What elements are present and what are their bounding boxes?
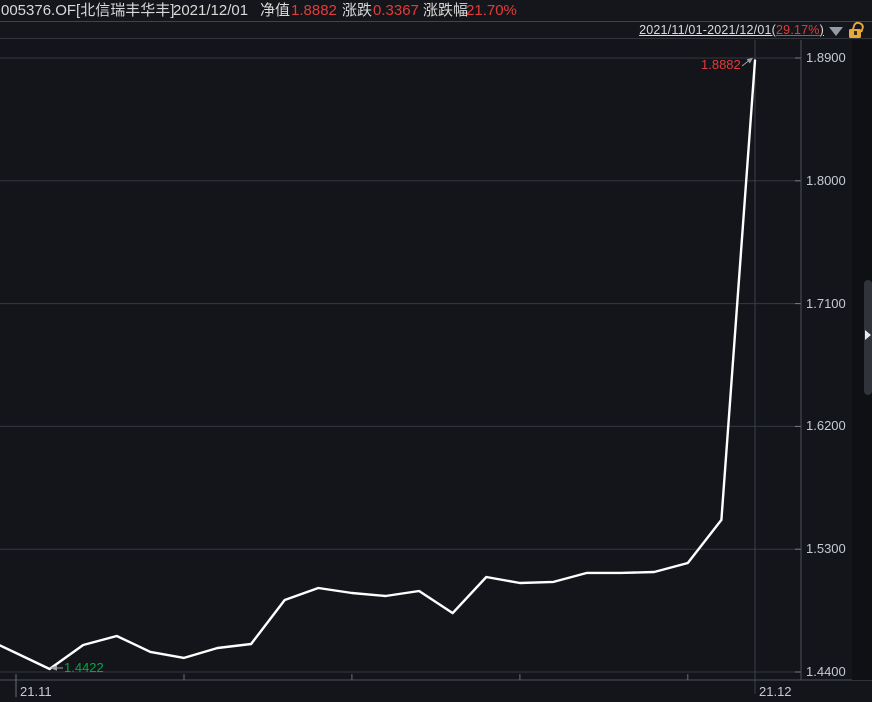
y-tick-label: 1.4400 bbox=[806, 664, 846, 679]
y-tick-label: 1.8000 bbox=[806, 173, 846, 188]
y-tick-label: 1.7100 bbox=[806, 296, 846, 311]
right-side-rail bbox=[852, 40, 872, 680]
date-range-close-paren: ) bbox=[819, 23, 824, 37]
date-range-bar: 2021/11/01-2021/12/01(29.17%) bbox=[0, 20, 872, 39]
date-range-return: 29.17% bbox=[776, 23, 820, 37]
nav-value: 1.8882 bbox=[291, 2, 337, 19]
x-tick-label-month-start: 21.11 bbox=[20, 684, 52, 699]
low-value-annotation: 1.4422 bbox=[64, 660, 104, 675]
peak-value-annotation: 1.8882 bbox=[701, 57, 741, 72]
y-tick-label: 1.5300 bbox=[806, 541, 846, 556]
nav-date: 2021/12/01 bbox=[173, 2, 249, 19]
change-pct-label: 涨跌幅 bbox=[423, 2, 469, 19]
change-value: 0.3367 bbox=[373, 2, 419, 19]
change-label: 涨跌 bbox=[342, 2, 373, 19]
expand-panel-arrow-icon[interactable] bbox=[865, 330, 871, 340]
change-pct-value: 21.70% bbox=[466, 2, 517, 19]
date-range-link[interactable]: 2021/11/01-2021/12/01(29.17%) bbox=[639, 23, 824, 37]
nav-label: 净值 bbox=[260, 2, 291, 19]
y-tick-label: 1.6200 bbox=[806, 418, 846, 433]
padlock-keyhole bbox=[854, 31, 857, 35]
fund-header-bar: 005376.OF[北信瑞丰华丰] 2021/12/01 净值 1.8882 涨… bbox=[0, 0, 872, 22]
fund-code-title[interactable]: 005376.OF[北信瑞丰华丰] bbox=[1, 2, 175, 19]
triangle-down-icon[interactable] bbox=[829, 26, 843, 36]
unlocked-padlock-icon[interactable] bbox=[849, 20, 866, 38]
date-range-text: 2021/11/01-2021/12/01( bbox=[639, 23, 777, 37]
x-tick-label-month-end: 21.12 bbox=[759, 684, 792, 699]
y-tick-label: 1.8900 bbox=[806, 50, 846, 65]
